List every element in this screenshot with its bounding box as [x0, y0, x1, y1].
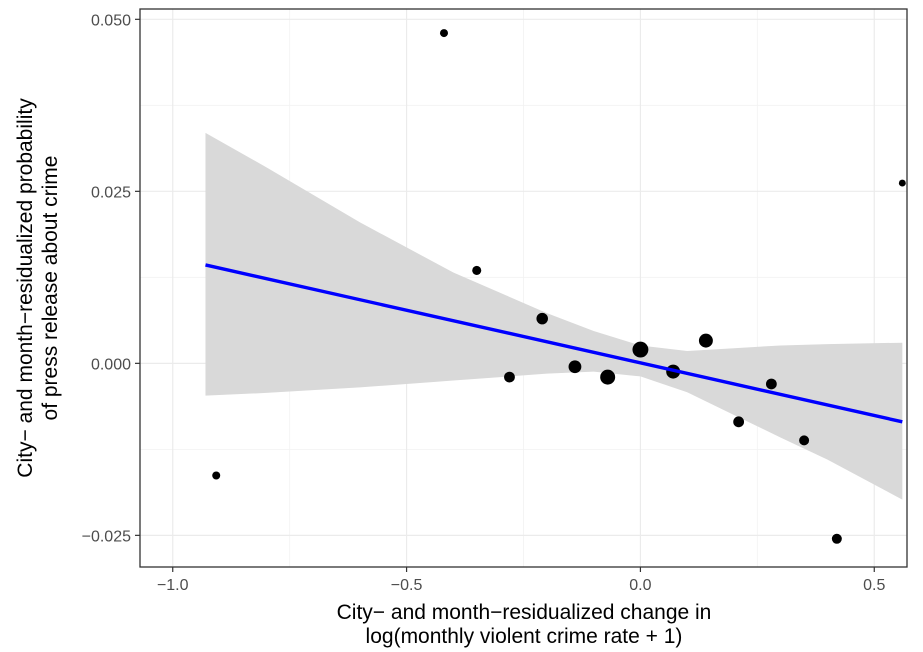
x-tick-label: −0.5	[391, 577, 423, 594]
data-point	[568, 360, 582, 374]
confidence-band	[205, 132, 903, 500]
data-point	[632, 341, 649, 358]
panel-border	[139, 8, 908, 568]
y-tick-label: 0.050	[91, 12, 131, 29]
data-point	[439, 29, 448, 38]
regression-line	[205, 263, 903, 424]
y-tick-label: 0.025	[91, 184, 131, 201]
y-axis: −0.025 0.000 0.025 0.050	[82, 12, 140, 545]
x-tick-label: 0.5	[863, 577, 885, 594]
data-point	[831, 533, 842, 544]
x-axis-title-line-1: City− and month−residualized change in	[337, 601, 712, 624]
x-tick-label: −1.0	[157, 577, 189, 594]
data-point	[600, 369, 616, 385]
data-point	[536, 312, 548, 325]
data-point	[504, 371, 515, 383]
x-axis-title-line-2: log(monthly violent crime rate + 1)	[366, 625, 683, 648]
y-tick-label: 0.000	[91, 356, 131, 373]
scatter-points	[212, 29, 906, 544]
grid-minor	[140, 9, 907, 567]
data-point	[799, 435, 810, 446]
data-point	[472, 265, 482, 275]
y-axis-title-line-2: of press release about crime	[39, 156, 62, 421]
x-axis: −1.0 −0.5 0.0 0.5	[157, 567, 885, 594]
data-point	[898, 179, 906, 187]
data-point	[765, 378, 777, 390]
data-point	[733, 416, 745, 428]
x-tick-label: 0.0	[629, 577, 651, 594]
y-tick-label: −0.025	[82, 528, 131, 545]
y-axis-title-line-1: City− and month−residualized probability	[14, 98, 37, 478]
data-point	[212, 471, 221, 480]
data-point	[698, 333, 713, 348]
